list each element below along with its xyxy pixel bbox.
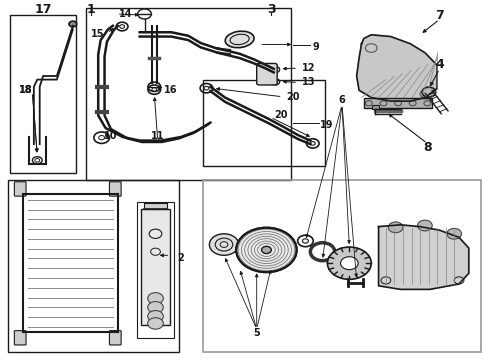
Bar bbox=[371, 105, 378, 109]
Text: 3: 3 bbox=[266, 3, 275, 16]
Circle shape bbox=[209, 234, 238, 255]
Polygon shape bbox=[378, 225, 468, 289]
Circle shape bbox=[327, 247, 370, 279]
Ellipse shape bbox=[225, 31, 254, 48]
FancyBboxPatch shape bbox=[14, 182, 26, 196]
Text: 18: 18 bbox=[19, 85, 33, 95]
Text: 9: 9 bbox=[312, 42, 319, 51]
Circle shape bbox=[421, 87, 435, 97]
Bar bbox=[203, 180, 480, 352]
Text: 10: 10 bbox=[103, 131, 117, 141]
Bar bbox=[10, 15, 76, 173]
Circle shape bbox=[387, 222, 402, 233]
Text: 17: 17 bbox=[35, 3, 52, 16]
Bar bbox=[86, 8, 290, 180]
Polygon shape bbox=[356, 35, 436, 101]
Text: 7: 7 bbox=[434, 9, 443, 22]
Circle shape bbox=[69, 21, 77, 27]
Text: 12: 12 bbox=[301, 63, 314, 73]
FancyBboxPatch shape bbox=[256, 63, 277, 85]
Circle shape bbox=[446, 228, 461, 239]
Text: 20: 20 bbox=[273, 110, 286, 120]
Circle shape bbox=[340, 257, 357, 270]
Circle shape bbox=[236, 228, 296, 272]
FancyBboxPatch shape bbox=[109, 330, 121, 345]
Circle shape bbox=[147, 302, 163, 313]
Text: 18: 18 bbox=[19, 85, 33, 95]
Circle shape bbox=[261, 246, 271, 253]
Text: 4: 4 bbox=[434, 58, 443, 71]
Text: 8: 8 bbox=[422, 141, 431, 154]
Text: 11: 11 bbox=[151, 131, 164, 141]
Text: 19: 19 bbox=[320, 120, 333, 130]
Bar bbox=[363, 98, 431, 108]
Bar bbox=[8, 180, 178, 352]
Text: 2: 2 bbox=[177, 253, 183, 263]
Text: 6: 6 bbox=[338, 95, 345, 105]
Text: 5: 5 bbox=[253, 328, 260, 338]
Circle shape bbox=[147, 318, 163, 329]
Text: 1: 1 bbox=[86, 3, 95, 16]
Bar bbox=[203, 80, 325, 166]
Circle shape bbox=[417, 220, 431, 231]
Text: 16: 16 bbox=[163, 85, 177, 95]
Text: 14: 14 bbox=[119, 9, 132, 19]
FancyBboxPatch shape bbox=[14, 330, 26, 345]
Text: 15: 15 bbox=[91, 29, 104, 39]
Circle shape bbox=[147, 293, 163, 304]
Bar bbox=[143, 203, 167, 209]
FancyBboxPatch shape bbox=[109, 182, 121, 196]
Text: 20: 20 bbox=[285, 92, 299, 102]
Bar bbox=[137, 202, 173, 338]
Text: 13: 13 bbox=[301, 77, 314, 87]
Circle shape bbox=[147, 311, 163, 322]
Bar bbox=[141, 209, 169, 325]
